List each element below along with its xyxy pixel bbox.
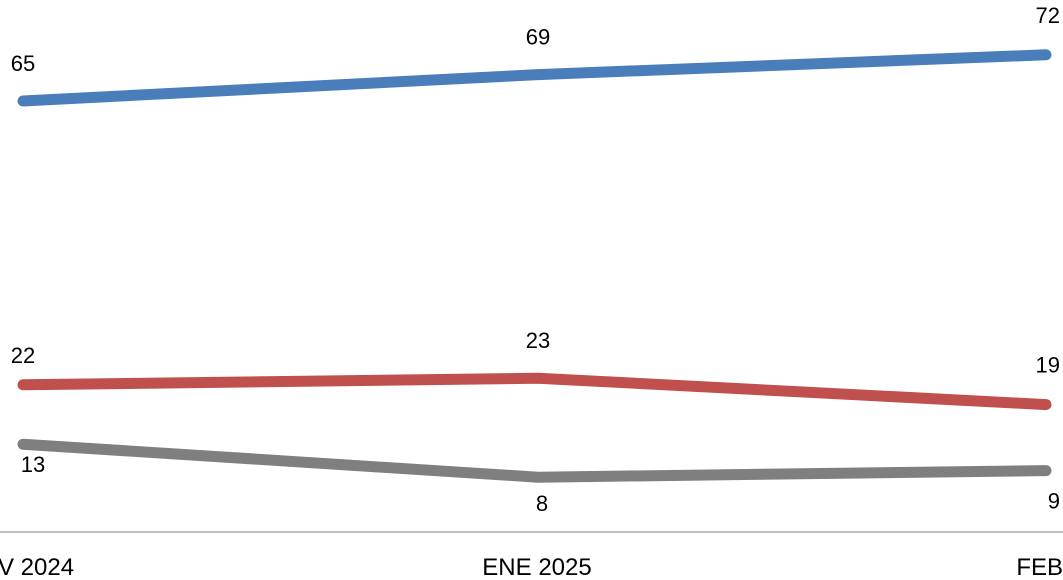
series-line-2	[17, 372, 1052, 411]
x-tick-label-1: V 2024	[0, 554, 74, 580]
series-line-3	[17, 438, 1052, 483]
data-label-s2-p3: 19	[1036, 353, 1060, 378]
data-label-s2-p2: 23	[526, 328, 550, 353]
data-label-s1-p3: 72	[1036, 3, 1060, 28]
data-label-s3-p1: 13	[21, 452, 45, 477]
x-tick-label-3: FEB	[1016, 554, 1063, 580]
data-label-s1-p1: 65	[11, 51, 35, 76]
x-tick-layer: V 2024 ENE 2025 FEB	[0, 554, 1063, 580]
data-label-s1-p2: 69	[526, 25, 550, 50]
data-label-s2-p1: 22	[11, 343, 35, 368]
data-label-s3-p2: 8	[536, 491, 548, 516]
x-tick-label-2: ENE 2025	[482, 554, 591, 580]
data-label-s3-p3: 9	[1048, 489, 1060, 514]
series-line-1	[17, 49, 1052, 107]
series-layer	[17, 49, 1052, 483]
data-label-layer: 65 69 72 22 23 19 13 8 9	[11, 3, 1060, 516]
